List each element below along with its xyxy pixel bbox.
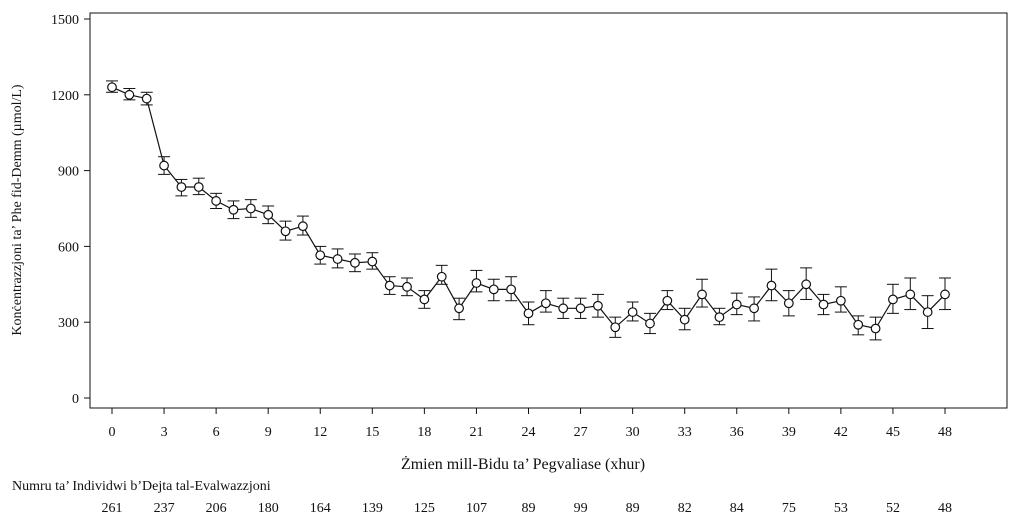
data-point bbox=[107, 82, 117, 93]
count-value: 125 bbox=[414, 501, 435, 515]
data-point bbox=[228, 204, 239, 215]
count-value: 99 bbox=[574, 501, 588, 515]
count-value: 48 bbox=[938, 501, 952, 515]
data-point bbox=[853, 319, 864, 330]
count-value: 180 bbox=[258, 501, 279, 515]
data-point bbox=[384, 280, 395, 291]
data-point bbox=[193, 182, 204, 192]
data-markers bbox=[107, 82, 950, 334]
plot-area bbox=[89, 12, 1008, 409]
data-point bbox=[523, 308, 534, 319]
data-point bbox=[245, 203, 256, 214]
data-point bbox=[506, 284, 517, 295]
data-point bbox=[731, 299, 742, 310]
x-tick-label: 6 bbox=[213, 425, 220, 440]
y-tick-label: 0 bbox=[72, 392, 79, 407]
x-tick-label: 21 bbox=[469, 425, 483, 440]
data-point bbox=[575, 303, 586, 314]
x-tick-label: 45 bbox=[886, 425, 900, 440]
count-value: 206 bbox=[206, 501, 227, 515]
data-point bbox=[263, 209, 274, 220]
data-point bbox=[922, 307, 933, 317]
count-value: 84 bbox=[730, 501, 744, 515]
x-tick-label: 3 bbox=[161, 425, 168, 440]
data-point bbox=[835, 295, 846, 306]
count-value: 261 bbox=[102, 501, 123, 515]
y-tick-label: 600 bbox=[58, 240, 79, 255]
count-value: 139 bbox=[362, 501, 383, 515]
x-tick-label: 30 bbox=[626, 425, 640, 440]
data-point bbox=[159, 160, 169, 171]
data-point bbox=[402, 281, 412, 292]
count-value: 53 bbox=[834, 501, 848, 515]
data-point bbox=[558, 303, 569, 314]
data-point bbox=[419, 294, 430, 305]
data-point bbox=[905, 289, 916, 300]
data-point bbox=[610, 322, 621, 333]
x-tick-label: 39 bbox=[782, 425, 796, 440]
data-point bbox=[280, 226, 291, 237]
x-tick-label: 48 bbox=[938, 425, 952, 440]
data-point bbox=[315, 250, 326, 261]
table-title: Numru ta’ Individwi b’Dejta tal-Evalwazz… bbox=[12, 479, 271, 494]
data-point bbox=[679, 314, 690, 325]
data-point bbox=[783, 298, 794, 309]
x-tick-label: 24 bbox=[522, 425, 536, 440]
data-point bbox=[645, 318, 655, 329]
data-point bbox=[436, 271, 447, 282]
data-point bbox=[471, 278, 482, 288]
x-tick-label: 42 bbox=[834, 425, 848, 440]
data-point bbox=[211, 196, 222, 206]
x-tick-label: 9 bbox=[265, 425, 272, 440]
data-point bbox=[176, 182, 187, 192]
x-tick-label: 12 bbox=[313, 425, 327, 440]
x-tick-label: 33 bbox=[678, 425, 692, 440]
x-tick-label: 15 bbox=[365, 425, 379, 440]
data-point bbox=[870, 323, 881, 334]
data-point bbox=[124, 89, 135, 100]
data-point bbox=[540, 298, 551, 309]
data-point bbox=[488, 284, 499, 295]
data-point bbox=[454, 303, 464, 314]
data-point bbox=[297, 221, 308, 232]
x-tick-label: 27 bbox=[574, 425, 588, 440]
count-value: 107 bbox=[466, 501, 487, 515]
data-point bbox=[627, 307, 638, 317]
data-point bbox=[367, 256, 378, 267]
count-value: 89 bbox=[626, 501, 640, 515]
data-point bbox=[141, 93, 152, 104]
y-tick-label: 1500 bbox=[51, 13, 79, 28]
x-tick-label: 36 bbox=[730, 425, 744, 440]
y-axis-title: Konċentrazzjoni ta’ Phe fid-Demm (µmol/L… bbox=[10, 84, 25, 336]
y-tick-label: 1200 bbox=[51, 89, 79, 104]
data-point bbox=[888, 294, 898, 305]
data-point bbox=[662, 295, 673, 306]
count-value: 82 bbox=[678, 501, 692, 515]
data-point bbox=[714, 312, 725, 323]
count-value: 237 bbox=[154, 501, 175, 515]
data-point bbox=[350, 257, 360, 268]
x-tick-label: 18 bbox=[417, 425, 431, 440]
count-row: 261 237 206 180 164 139 125 107 89 99 89 82 84 75 53 52… bbox=[102, 501, 953, 515]
data-point bbox=[940, 289, 950, 300]
data-point bbox=[801, 279, 812, 290]
data-point bbox=[697, 289, 707, 300]
data-point bbox=[332, 254, 343, 264]
data-point bbox=[593, 300, 603, 311]
data-point bbox=[749, 303, 760, 314]
x-axis: 0 3 6 9 12 15 18 21 24 27 30 33 36 39 42 45 48 bbox=[109, 408, 952, 440]
count-value: 164 bbox=[310, 501, 331, 515]
count-value: 89 bbox=[522, 501, 536, 515]
data-point bbox=[818, 299, 829, 310]
count-value: 52 bbox=[886, 501, 900, 515]
count-value: 75 bbox=[782, 501, 796, 515]
x-axis-title: Żmien mill-Bidu ta’ Pegvaliase (xhur) bbox=[401, 455, 645, 473]
data-point bbox=[766, 280, 777, 291]
y-tick-label: 900 bbox=[58, 165, 79, 180]
x-tick-label: 0 bbox=[109, 425, 116, 440]
y-axis: 0 300 600 900 1200 1500 bbox=[51, 13, 90, 407]
y-tick-label: 300 bbox=[58, 316, 79, 331]
